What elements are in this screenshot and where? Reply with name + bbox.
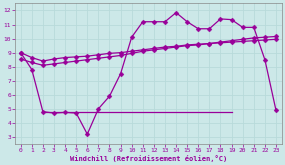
X-axis label: Windchill (Refroidissement éolien,°C): Windchill (Refroidissement éolien,°C) [70, 155, 227, 162]
